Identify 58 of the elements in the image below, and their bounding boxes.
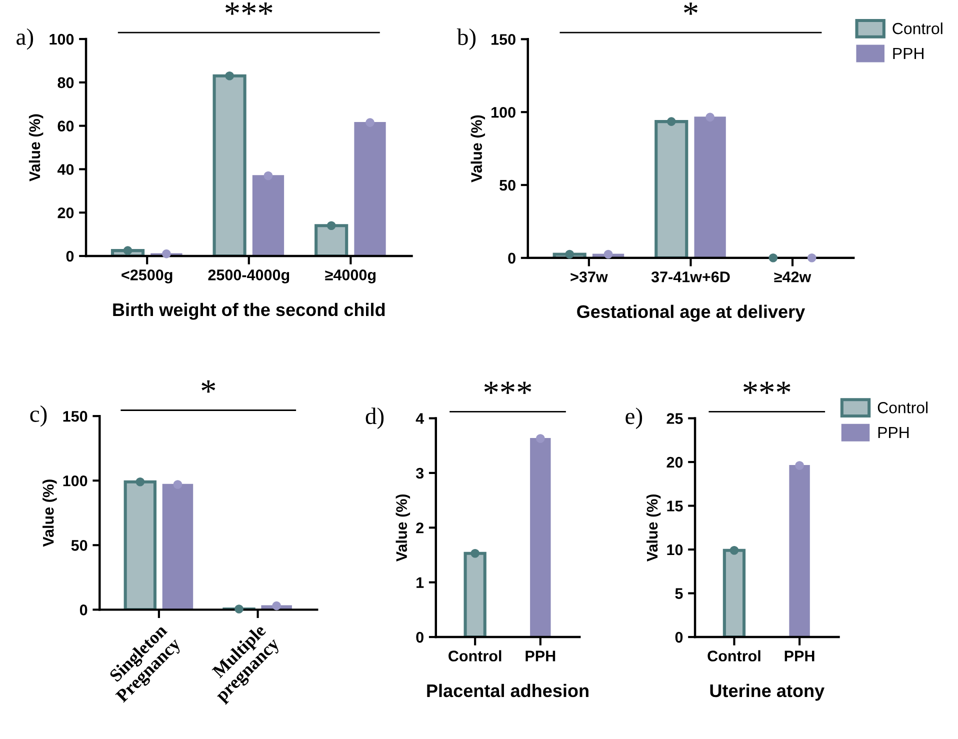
chart-title: e) <box>626 408 642 429</box>
text: *** <box>744 382 790 394</box>
y-tick-label: 0 <box>675 632 683 643</box>
y-tick-label: 150 <box>63 410 88 422</box>
x-axis-title: Uterine atony <box>710 684 824 701</box>
legend-label: Control <box>892 22 942 34</box>
y-axis-title: Value (%) <box>42 480 57 547</box>
y-tick-label: 80 <box>58 77 74 88</box>
x-tick-label: 2500-4000g <box>208 270 290 284</box>
y-tick-label: 100 <box>50 34 74 45</box>
x-axis-title: Placental adhesion <box>427 684 588 698</box>
text: *** <box>226 2 272 15</box>
y-tick-label: 50 <box>500 180 516 191</box>
y-tick-label: 20 <box>666 456 683 468</box>
legend-label: Control <box>878 402 928 414</box>
x-axis-title: Birth weight of the second child <box>113 302 385 320</box>
legend-label: PPH <box>893 48 924 59</box>
y-tick-label: 3 <box>416 468 424 479</box>
x-tick-label: >37w <box>570 272 608 282</box>
y-tick-label: 15 <box>667 500 683 512</box>
x-tick-label: PPH <box>526 650 556 662</box>
x-tick-label: ≥4000g <box>325 270 376 284</box>
y-tick-label: 5 <box>675 588 683 599</box>
y-tick-label: 0 <box>416 632 424 643</box>
y-axis-title: Value (%) <box>396 494 410 562</box>
y-tick-label: 0 <box>508 252 516 264</box>
y-axis-title: Value (%) <box>28 114 44 182</box>
chart-title: c) <box>30 405 47 427</box>
y-tick-label: 100 <box>63 475 88 486</box>
y-tick-label: 150 <box>492 34 516 45</box>
y-tick-label: 100 <box>492 106 516 118</box>
y-tick-label: 2 <box>416 522 424 534</box>
text: * <box>684 2 698 15</box>
text: * <box>202 380 216 393</box>
y-tick-label: 1 <box>416 577 424 588</box>
x-axis-title: Gestational age at delivery <box>577 304 806 322</box>
y-tick-label: 60 <box>58 120 74 132</box>
y-axis-title: Value (%) <box>470 115 486 182</box>
legend-label: PPH <box>878 427 909 438</box>
x-tick-label: 37-41w+6D <box>651 272 730 282</box>
y-tick-label: 20 <box>58 207 74 218</box>
y-tick-label: 0 <box>66 250 74 262</box>
x-tick-label: PPH <box>784 650 814 662</box>
x-tick-label: Control <box>708 650 760 662</box>
y-tick-label: 50 <box>71 540 88 551</box>
y-tick-label: 10 <box>667 544 683 556</box>
y-axis-title: Value (%) <box>646 494 661 562</box>
y-tick-label: 4 <box>416 413 424 424</box>
y-tick-label: 40 <box>57 164 74 175</box>
chart-title: a) <box>16 28 34 50</box>
text: *** <box>484 382 532 394</box>
x-tick-label: <2500g <box>122 270 172 284</box>
x-tick-label: Control <box>448 650 502 662</box>
chart-title: d) <box>366 408 384 429</box>
chart-title: b) <box>456 28 476 50</box>
x-tick-label: ≥42w <box>774 272 812 282</box>
y-tick-label: 25 <box>666 413 683 424</box>
y-tick-label: 0 <box>80 604 88 616</box>
